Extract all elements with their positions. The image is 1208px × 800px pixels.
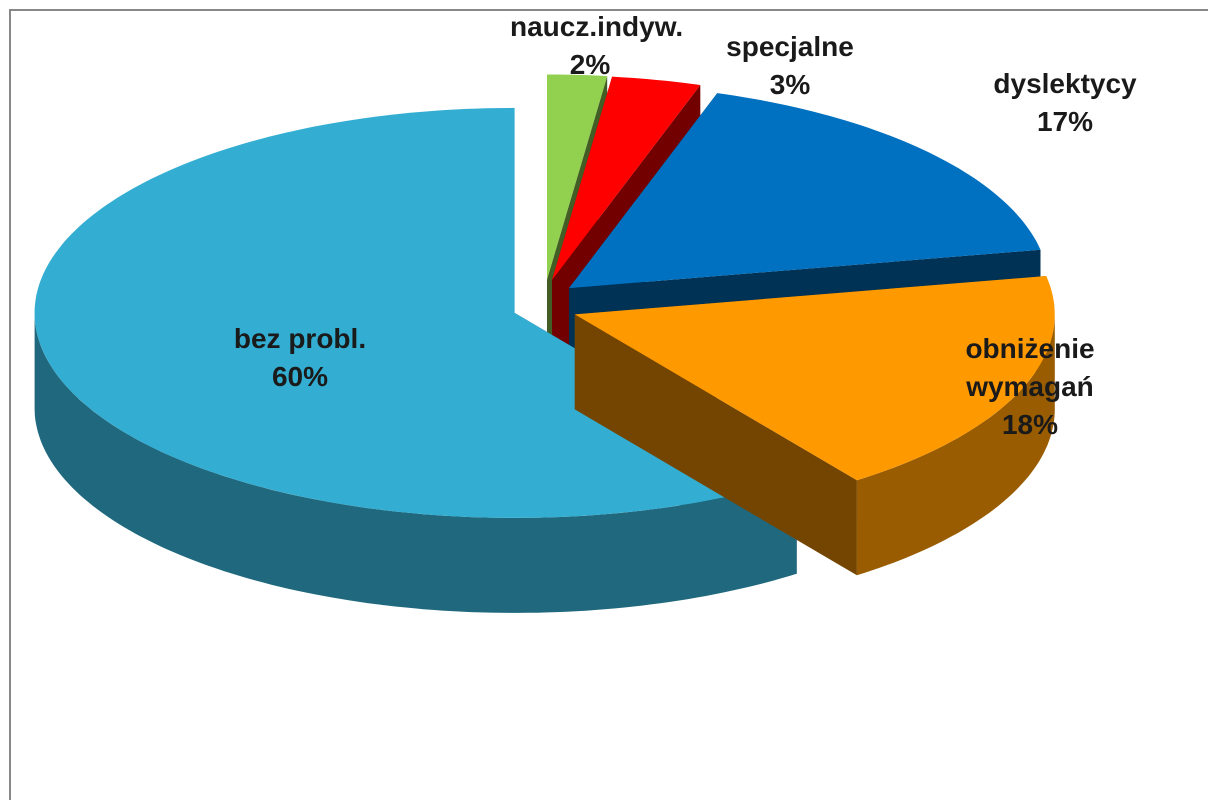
category-label: bez probl. — [233, 323, 367, 354]
value-label: 3% — [769, 69, 811, 100]
slice-wall — [34, 312, 797, 613]
value-label: 18% — [1001, 409, 1059, 440]
value-label: 17% — [1036, 106, 1094, 137]
value-label: 60% — [271, 361, 329, 392]
slice-label: obniżenie wymagań 18% — [930, 330, 1130, 444]
slice-side — [574, 314, 857, 576]
slice-wall — [856, 314, 1055, 576]
category-label: dyslektycy — [993, 68, 1137, 99]
category-label: obniżenie wymagań — [965, 333, 1095, 402]
slice-top — [574, 276, 1055, 481]
slice-top — [552, 76, 701, 280]
slice-label: dyslektycy 17% — [955, 65, 1175, 141]
slice-label: specjalne 3% — [705, 28, 875, 104]
slice-top — [547, 74, 608, 280]
value-label: 2% — [569, 49, 611, 80]
slice-label: naucz.indyw. 2% — [510, 8, 684, 84]
slice-top — [569, 93, 1041, 289]
slice-label: bez probl. 60% — [190, 320, 410, 396]
category-label: specjalne — [726, 31, 854, 62]
category-label: naucz.indyw. — [510, 11, 684, 42]
